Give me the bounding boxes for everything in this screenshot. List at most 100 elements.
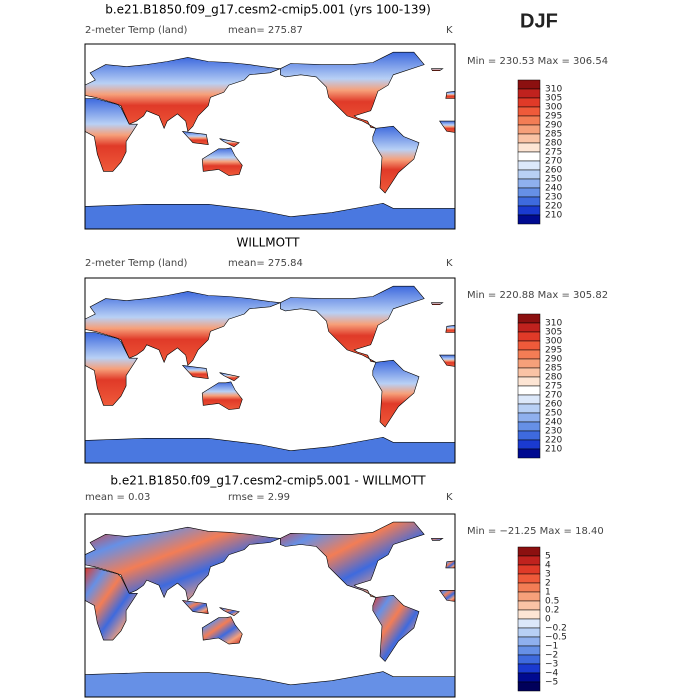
center-label: rmse = 2.99 <box>228 492 290 503</box>
land <box>430 302 444 306</box>
land <box>279 285 425 363</box>
land <box>430 68 444 71</box>
colorbar-label: 275 <box>545 148 562 158</box>
land <box>201 147 243 176</box>
land <box>372 125 420 194</box>
color-box <box>517 169 541 180</box>
color-box <box>517 160 541 171</box>
color-box <box>517 654 541 665</box>
min-max: Min = −21.25 Max = 18.40 <box>467 526 604 537</box>
color-box <box>517 448 541 459</box>
land <box>439 589 456 602</box>
land <box>279 521 425 598</box>
color-box <box>517 672 541 683</box>
color-box <box>517 627 541 638</box>
color-box <box>517 546 541 557</box>
colorbar-label: 305 <box>545 328 562 338</box>
land <box>201 381 243 410</box>
colorbar-label: 210 <box>545 445 562 455</box>
colorbar-label: 310 <box>545 319 562 329</box>
color-box <box>517 385 541 396</box>
color-box <box>517 412 541 423</box>
unit-label: K <box>446 25 453 36</box>
colorbar-label: −2 <box>545 651 558 661</box>
color-box <box>517 178 541 189</box>
land <box>84 671 456 698</box>
color-box <box>517 609 541 620</box>
unit-label: K <box>446 492 453 503</box>
map-frame <box>84 513 456 698</box>
unit-label: K <box>446 258 453 269</box>
color-box <box>517 106 541 117</box>
colorbar-label: 0.2 <box>545 606 559 616</box>
center-label: mean= 275.84 <box>228 258 303 269</box>
min-max: Min = 230.53 Max = 306.54 <box>467 56 608 67</box>
colorbar-label: 260 <box>545 400 562 410</box>
map-frame <box>84 43 456 230</box>
min-max: Min = 220.88 Max = 305.82 <box>467 290 608 301</box>
color-box <box>517 205 541 216</box>
colorbar-label: 4 <box>545 561 551 571</box>
land <box>219 372 240 382</box>
color-box <box>517 142 541 153</box>
land <box>181 130 209 146</box>
land <box>181 599 209 614</box>
color-box <box>517 618 541 629</box>
color-box <box>517 340 541 351</box>
land <box>84 291 281 367</box>
colorbar-label: 290 <box>545 121 562 131</box>
color-box <box>517 97 541 108</box>
color-box <box>517 591 541 602</box>
left-label: 2-meter Temp (land) <box>85 258 188 269</box>
land <box>84 526 281 602</box>
color-box <box>517 331 541 342</box>
colorbar-label: 220 <box>545 202 562 212</box>
color-box <box>517 573 541 584</box>
colorbar-label: 270 <box>545 157 562 167</box>
land <box>439 354 456 367</box>
colorbar-label: 3 <box>545 570 551 580</box>
color-box <box>517 187 541 198</box>
color-box <box>517 79 541 90</box>
color-box <box>517 151 541 162</box>
colorbar-label: 230 <box>545 427 562 437</box>
colorbar-label: 250 <box>545 175 562 185</box>
color-box <box>517 88 541 99</box>
land <box>84 98 138 172</box>
map-frame <box>84 277 456 464</box>
color-box <box>517 313 541 324</box>
colorbar-label: 280 <box>545 139 562 149</box>
colorbar-label: 230 <box>545 193 562 203</box>
color-box <box>517 430 541 441</box>
land <box>201 616 243 645</box>
land <box>372 359 420 428</box>
colorbar-label: −1 <box>545 642 558 652</box>
color-box <box>517 663 541 674</box>
land <box>84 202 456 230</box>
center-label: mean= 275.87 <box>228 25 303 36</box>
colorbar-label: 310 <box>545 85 562 95</box>
color-box <box>517 645 541 656</box>
land <box>84 57 281 133</box>
colorbar-label: 285 <box>545 130 562 140</box>
land <box>372 594 420 662</box>
colorbar-label: 260 <box>545 166 562 176</box>
colorbar-label: 300 <box>545 337 562 347</box>
color-box <box>517 582 541 593</box>
land <box>181 364 209 380</box>
colorbar-label: −5 <box>545 678 558 688</box>
left-label: mean = 0.03 <box>85 492 150 503</box>
color-box <box>517 421 541 432</box>
land <box>439 120 456 133</box>
color-box <box>517 681 541 692</box>
colorbar-label: −0.2 <box>545 624 567 634</box>
colorbar-label: 240 <box>545 184 562 194</box>
land <box>219 138 240 148</box>
left-label: 2-meter Temp (land) <box>85 25 188 36</box>
color-box <box>517 133 541 144</box>
color-box <box>517 349 541 360</box>
colorbar-label: 275 <box>545 382 562 392</box>
colorbar-label: 250 <box>545 409 562 419</box>
land <box>430 538 444 541</box>
